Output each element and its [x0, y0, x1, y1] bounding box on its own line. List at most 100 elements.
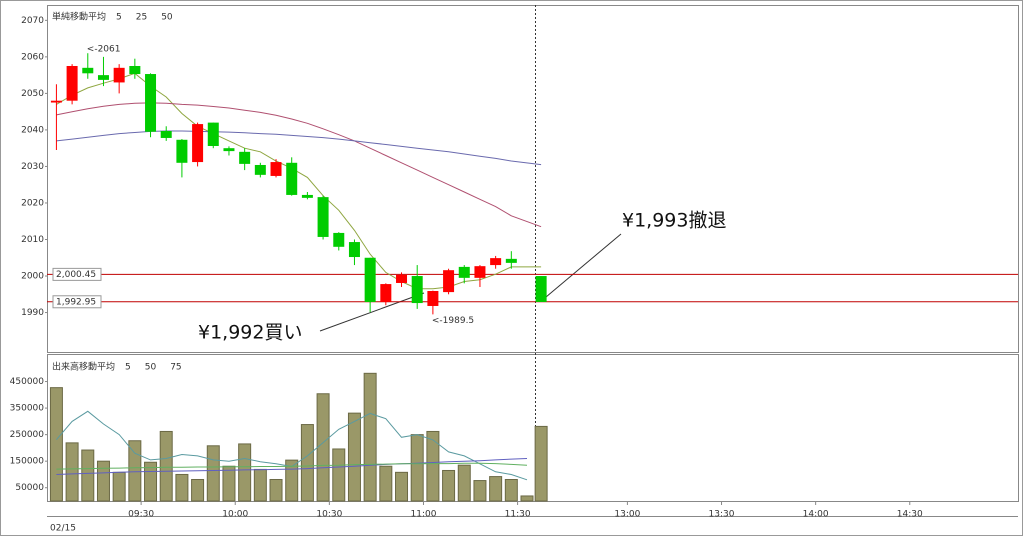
x-tick-label: 13:30	[709, 510, 735, 520]
volume-bar	[300, 424, 314, 502]
y-tick-label: 1990	[21, 308, 44, 318]
volume-bar	[520, 495, 534, 502]
callout: ¥1,992買い	[198, 322, 302, 344]
legend-entry: 50	[161, 13, 173, 23]
candle-body	[301, 194, 313, 198]
y-tick-label: 2000	[21, 272, 44, 282]
y-tick-label: 150000	[10, 457, 45, 467]
candle-body	[145, 74, 157, 132]
candle-body	[239, 151, 251, 164]
extreme-annotation: <-1989.5	[432, 316, 474, 326]
candle-body	[443, 270, 455, 293]
volume-bar	[426, 430, 440, 502]
volume-bar	[253, 468, 267, 502]
volume-bar	[128, 440, 142, 502]
moving-average-line	[56, 102, 542, 228]
legend-entry: 5	[125, 363, 131, 373]
volume-bar	[175, 473, 189, 502]
volume-bar	[534, 425, 548, 502]
price-line-label: 1,992.95	[56, 297, 96, 307]
candle-body	[50, 100, 62, 103]
y-tick-label: 2030	[21, 162, 44, 172]
price-line-tag	[52, 295, 102, 309]
price-line-label: 2,000.45	[56, 270, 96, 280]
volume-bar	[395, 471, 409, 502]
date-label: 02/15	[50, 524, 76, 534]
candle-body	[411, 276, 423, 304]
volume-bar	[363, 372, 377, 502]
volume-bar	[285, 459, 299, 502]
candle-body	[317, 197, 329, 237]
candle-body	[270, 162, 282, 176]
y-tick-label: 350000	[10, 404, 45, 414]
candle-body	[160, 131, 172, 138]
volume-bar	[442, 469, 456, 502]
candle-body	[348, 242, 360, 258]
volume-bar	[332, 448, 346, 502]
moving-average-line	[56, 462, 528, 470]
y-tick-label: 50000	[15, 483, 44, 493]
candle-body	[427, 291, 439, 306]
moving-average-line	[56, 130, 542, 166]
moving-average-line	[56, 458, 528, 475]
y-tick-label: 2020	[21, 198, 44, 208]
volume-bar	[159, 430, 173, 502]
candle-body	[254, 164, 266, 175]
candle-body	[458, 266, 470, 278]
volume-bar	[65, 442, 79, 502]
volume-bar	[81, 449, 95, 502]
legend-title: 出来高移動平均	[52, 361, 115, 373]
y-tick-label: 2060	[21, 52, 44, 62]
candle-body	[176, 139, 188, 163]
volume-panel	[47, 354, 1019, 502]
y-tick-label: 2040	[21, 125, 44, 135]
x-tick-label: 14:00	[803, 510, 829, 520]
candle-body	[396, 274, 408, 283]
volume-bar	[96, 460, 110, 502]
callout-line	[545, 233, 622, 298]
candle-body	[474, 266, 486, 278]
candle-body	[364, 257, 376, 302]
candle-body	[535, 276, 547, 302]
y-tick-label: 250000	[10, 430, 45, 440]
y-tick-label: 2050	[21, 89, 44, 99]
x-tick-label: 09:30	[128, 510, 154, 520]
volume-bar	[379, 465, 393, 502]
volume-bar	[191, 478, 205, 502]
price-panel	[47, 5, 1019, 353]
x-tick-label: 10:00	[222, 510, 248, 520]
legend-entry: 50	[145, 363, 157, 373]
candle-body	[113, 67, 125, 83]
candle-body	[97, 75, 109, 80]
candle-body	[490, 258, 502, 266]
y-tick-label: 2070	[21, 16, 44, 26]
volume-bar	[238, 443, 252, 502]
x-tick-label: 11:30	[505, 510, 531, 520]
x-tick-label: 11:00	[411, 510, 437, 520]
legend-entry: 75	[170, 363, 181, 373]
callout: ¥1,993撤退	[622, 210, 726, 232]
volume-bar	[489, 476, 503, 502]
volume-bar	[410, 434, 424, 502]
candle-body	[286, 162, 298, 195]
candle-body	[129, 65, 141, 75]
volume-bar	[347, 412, 361, 502]
volume-bar	[316, 393, 330, 502]
price-line-tag	[52, 267, 102, 281]
callout-line	[319, 292, 425, 332]
candle-body	[207, 122, 219, 146]
volume-bar	[473, 480, 487, 502]
candle-body	[333, 232, 345, 247]
volume-bar	[49, 387, 63, 502]
candle-body	[380, 284, 392, 302]
volume-bar	[504, 478, 518, 502]
volume-bar	[222, 465, 236, 502]
extreme-annotation: <-2061	[87, 45, 121, 55]
legend-title: 単純移動平均	[52, 11, 106, 23]
candle-body	[66, 65, 78, 101]
volume-bar	[457, 464, 471, 502]
y-tick-label: 2010	[21, 235, 44, 245]
volume-bar	[112, 471, 126, 502]
y-tick-label: 450000	[10, 377, 45, 387]
